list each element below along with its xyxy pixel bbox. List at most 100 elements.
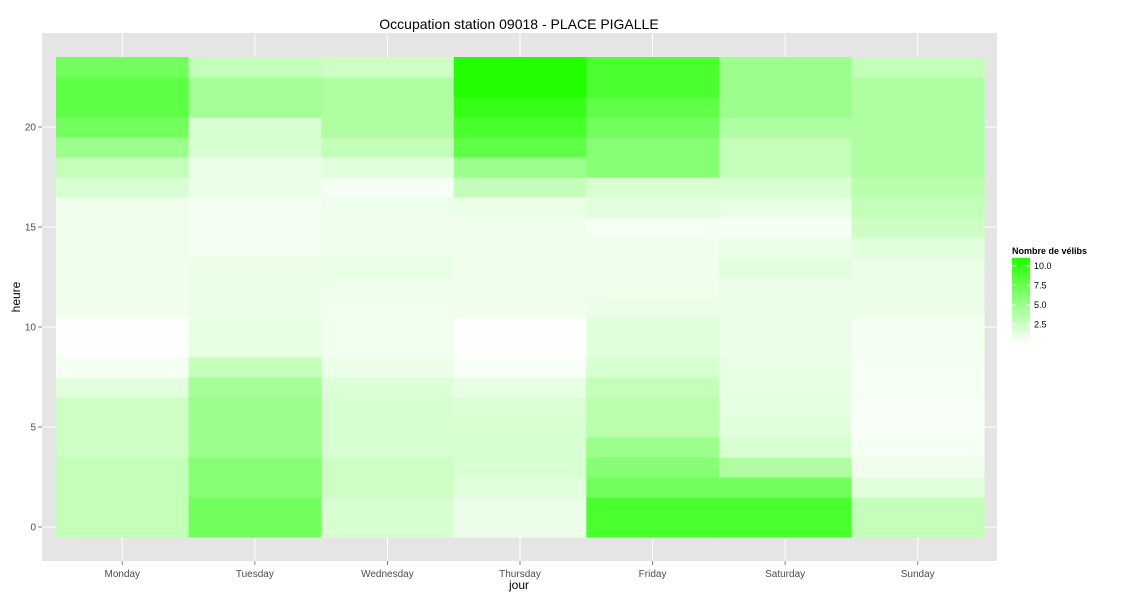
legend-tick-label: 2.5 — [1034, 319, 1047, 329]
heatmap-cell — [453, 257, 587, 278]
heatmap-cell — [56, 277, 190, 298]
heatmap-cell — [851, 137, 985, 158]
heatmap-cell — [321, 257, 455, 278]
heatmap-cell — [718, 257, 853, 278]
heatmap-cell — [586, 117, 720, 138]
heatmap-cell — [851, 417, 985, 438]
heatmap-cell — [851, 57, 985, 78]
heatmap-cell — [851, 357, 985, 378]
heatmap-cell — [321, 437, 455, 458]
heatmap-cell — [851, 257, 985, 278]
heatmap-cell — [586, 357, 720, 378]
heatmap-cell — [718, 357, 853, 378]
heatmap-cell — [56, 217, 190, 238]
heatmap-cell — [586, 97, 720, 118]
heatmap-cell — [321, 57, 455, 78]
heatmap-cell — [718, 77, 853, 98]
heatmap-cell — [586, 437, 720, 458]
heatmap-cell — [586, 137, 720, 158]
heatmap-cell — [321, 317, 455, 338]
legend: Nombre de vélibs 2.5 5.0 7.5 10.0 — [1012, 246, 1087, 344]
heatmap-cell — [321, 417, 455, 438]
y-tick-label: 15 — [25, 223, 37, 234]
heatmap-cell — [56, 357, 190, 378]
heatmap-cell — [188, 97, 322, 118]
heatmap-cell — [453, 77, 587, 98]
heatmap-cell — [851, 297, 985, 318]
heatmap-cell — [718, 137, 853, 158]
heatmap-cell — [56, 397, 190, 418]
heatmap-cell — [586, 297, 720, 318]
heatmap-cell — [851, 237, 985, 258]
heatmap-cell — [56, 257, 190, 278]
heatmap-cell — [188, 317, 322, 338]
y-axis-title: heure — [9, 281, 23, 312]
heatmap-cell — [718, 437, 853, 458]
heatmap-cell — [453, 477, 587, 498]
heatmap-cell — [851, 177, 985, 198]
heatmap-cell — [586, 477, 720, 498]
heatmap-cell — [56, 97, 190, 118]
legend-tick-label: 7.5 — [1034, 280, 1047, 290]
heatmap-cell — [586, 317, 720, 338]
legend-tick-label: 10.0 — [1034, 261, 1052, 271]
heatmap-cell — [718, 97, 853, 118]
x-axis-ticks: Monday Tuesday Wednesday Thursday Friday Satu… — [104, 561, 935, 580]
x-tick-label: Monday — [104, 569, 140, 580]
heatmap-cell — [453, 237, 587, 258]
heatmap-cell — [188, 57, 322, 78]
heatmap-cell — [586, 157, 720, 178]
heatmap-cell — [188, 217, 322, 238]
heatmap-cell — [188, 197, 322, 218]
heatmap-cell — [56, 57, 190, 78]
heatmap-cell — [453, 317, 587, 338]
heatmap-cell — [188, 437, 322, 458]
heatmap-cell — [851, 437, 985, 458]
heatmap-cell — [188, 417, 322, 438]
heatmap-cells — [56, 57, 985, 538]
heatmap-cell — [188, 137, 322, 158]
heatmap-cell — [453, 497, 587, 518]
heatmap-cell — [321, 517, 455, 538]
heatmap-cell — [718, 497, 853, 518]
heatmap-cell — [586, 77, 720, 98]
heatmap-cell — [586, 497, 720, 518]
chart-title: Occupation station 09018 - PLACE PIGALLE — [379, 16, 658, 32]
legend-ticks: 2.5 5.0 7.5 10.0 — [1012, 261, 1052, 329]
heatmap-cell — [718, 157, 853, 178]
heatmap-cell — [188, 337, 322, 358]
heatmap-cell — [321, 337, 455, 358]
heatmap-cell — [321, 237, 455, 258]
heatmap-cell — [453, 417, 587, 438]
heatmap-cell — [453, 57, 587, 78]
heatmap-cell — [718, 517, 853, 538]
heatmap-cell — [188, 257, 322, 278]
heatmap-cell — [586, 237, 720, 258]
heatmap-cell — [851, 197, 985, 218]
heatmap-cell — [188, 277, 322, 298]
heatmap-cell — [188, 117, 322, 138]
heatmap-cell — [718, 237, 853, 258]
y-tick-label: 5 — [30, 423, 36, 434]
heatmap-cell — [188, 157, 322, 178]
heatmap-cell — [718, 417, 853, 438]
heatmap-cell — [586, 277, 720, 298]
heatmap-cell — [851, 397, 985, 418]
heatmap-cell — [718, 477, 853, 498]
legend-title: Nombre de vélibs — [1012, 246, 1087, 256]
y-tick-label: 20 — [25, 123, 37, 134]
heatmap-cell — [56, 197, 190, 218]
heatmap-cell — [453, 337, 587, 358]
heatmap-cell — [586, 177, 720, 198]
heatmap-cell — [188, 177, 322, 198]
heatmap-cell — [851, 317, 985, 338]
heatmap-cell — [586, 217, 720, 238]
legend-tick-label: 5.0 — [1034, 300, 1047, 310]
heatmap-cell — [718, 177, 853, 198]
heatmap-cell — [586, 337, 720, 358]
heatmap-cell — [851, 277, 985, 298]
heatmap-cell — [188, 297, 322, 318]
heatmap-cell — [851, 77, 985, 98]
heatmap-cell — [188, 517, 322, 538]
heatmap-cell — [321, 477, 455, 498]
